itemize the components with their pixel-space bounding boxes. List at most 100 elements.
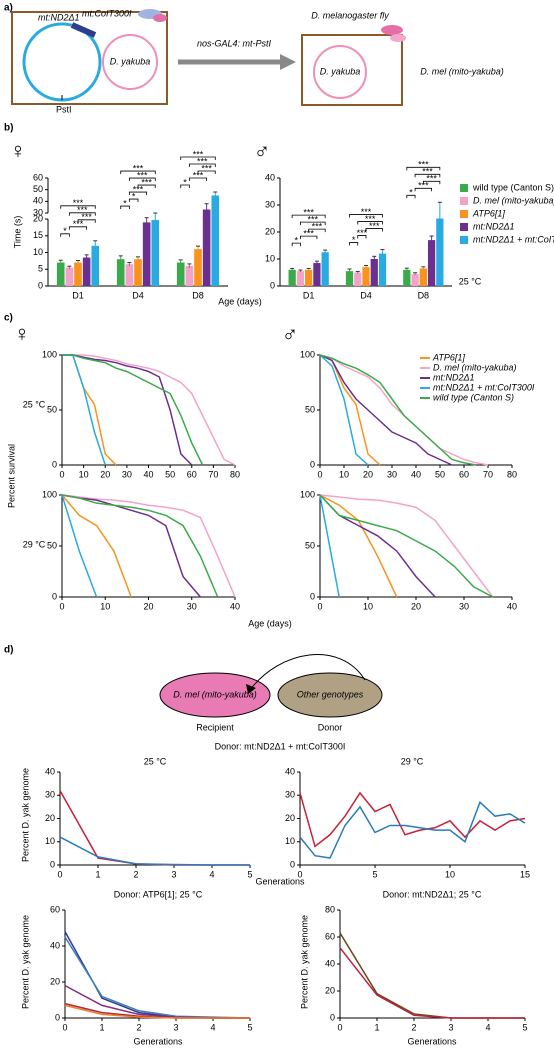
x-tick-label: 2 (411, 1022, 416, 1032)
x-tick-label: 10 (100, 601, 110, 611)
donor-shape (277, 672, 383, 718)
bar (185, 265, 194, 286)
significance-bracket (308, 228, 326, 233)
x-tick-label: 40 (507, 601, 517, 611)
bar (436, 218, 444, 286)
bar (288, 269, 296, 286)
y-tick-label: 30 (285, 790, 295, 800)
series-line (59, 790, 250, 866)
chart-title: 25 °C (144, 756, 167, 766)
recipient-shape (159, 672, 271, 718)
x-axis-label: Generations (255, 876, 305, 886)
series-line (319, 494, 436, 598)
panel-label: d) (4, 645, 13, 656)
significance-label: *** (422, 167, 433, 177)
series-line (339, 947, 525, 1019)
significance-label: *** (365, 214, 376, 224)
bar (345, 271, 354, 286)
x-tick-label: 0 (62, 1022, 67, 1032)
legend-label: wild type (Canton S) (433, 392, 514, 402)
x-tick-label: 20 (363, 469, 373, 479)
legend-swatch (460, 184, 468, 192)
yakuba-genome (313, 45, 367, 99)
significance-label: *** (418, 160, 429, 170)
significance-bracket (357, 235, 367, 239)
legend-label: D. mel (mito-yakuba) (473, 195, 554, 205)
significance-label: *** (312, 221, 323, 231)
series-line (59, 836, 250, 866)
series-line (319, 494, 494, 598)
diagram-label: Donor (318, 722, 343, 732)
x-tick-label: 80 (230, 469, 240, 479)
legend-label: ATP6[1] (472, 208, 505, 218)
significance-bracket (180, 156, 216, 161)
significance-label: *** (361, 207, 372, 217)
x-tick-label: 60 (187, 469, 197, 479)
significance-bracket (120, 170, 156, 175)
significance-bracket (77, 219, 96, 223)
diagram-label: D. mel (mito-yakuba) (173, 689, 257, 699)
x-tick-label: 1 (95, 869, 100, 879)
bar (403, 269, 411, 286)
y-tick-label: 0 (38, 280, 43, 290)
bar (125, 264, 134, 286)
panel-label: a) (4, 3, 13, 14)
bar (176, 262, 185, 286)
bar (354, 272, 362, 286)
significance-bracket (406, 166, 441, 171)
x-tick-label: 10 (339, 469, 349, 479)
x-tick-label: 2 (133, 869, 138, 879)
y-tick-label: 20 (325, 985, 335, 995)
arrow (249, 654, 366, 691)
series-line (299, 800, 526, 859)
y-tick-label: 0 (270, 280, 275, 290)
x-tick-label: 20 (143, 601, 153, 611)
significance-bracket (349, 242, 359, 246)
series-line (61, 494, 236, 598)
y-tick-label: 50 (33, 184, 43, 194)
site-label: PstI (56, 104, 72, 114)
series-line (319, 494, 494, 598)
diagram-label: Recipient (196, 722, 234, 732)
x-tick-label: 0 (297, 869, 302, 879)
y-tick-label: 15 (33, 230, 43, 240)
x-tick-label: 80 (507, 469, 517, 479)
x-tick-label: D4 (132, 290, 144, 300)
series-line (319, 354, 477, 466)
legend-label: mt:ND2Δ1 (433, 372, 475, 382)
x-tick-label: 10 (79, 469, 89, 479)
significance-label: *** (133, 184, 144, 194)
significance-bracket (291, 242, 301, 247)
significance-label: * (132, 191, 136, 201)
y-axis-label: Percent D. yak genome (20, 768, 30, 862)
significance-bracket (414, 173, 441, 178)
bar (427, 240, 436, 286)
significance-bracket (128, 191, 148, 196)
bar (65, 267, 74, 286)
x-tick-label: 40 (411, 469, 421, 479)
significance-bracket (68, 226, 88, 230)
x-tick-label: 0 (317, 469, 322, 479)
chart-title: 29 °C (401, 756, 424, 766)
x-tick-label: 0 (317, 601, 322, 611)
legend-swatch (460, 210, 468, 218)
y-axis-label: Percent D. yak genome (20, 915, 30, 1009)
significance-label: *** (193, 170, 204, 180)
significance-bracket (300, 235, 318, 240)
y-tick-label: 0 (55, 1012, 60, 1022)
significance-bracket (180, 184, 190, 189)
circle-label: D. yakuba (110, 56, 151, 66)
arrow-label: nos-GAL4: mt-PstI (197, 38, 272, 48)
chart-title: Donor: mt:ND2Δ1; 25 °C (383, 889, 482, 899)
fly-label: D. melanogaster fly (311, 10, 389, 20)
significance-label: * (409, 188, 413, 198)
y-tick-label: 0 (50, 859, 55, 869)
x-tick-label: 30 (122, 469, 132, 479)
x-tick-label: 3 (173, 1022, 178, 1032)
x-tick-label: 5 (247, 869, 252, 879)
significance-label: * (183, 177, 187, 187)
y-tick-label: 20 (50, 976, 60, 986)
x-axis-label: Age (days) (218, 296, 262, 306)
significance-bracket (197, 170, 216, 175)
circle-label: D. yakuba (320, 66, 361, 76)
